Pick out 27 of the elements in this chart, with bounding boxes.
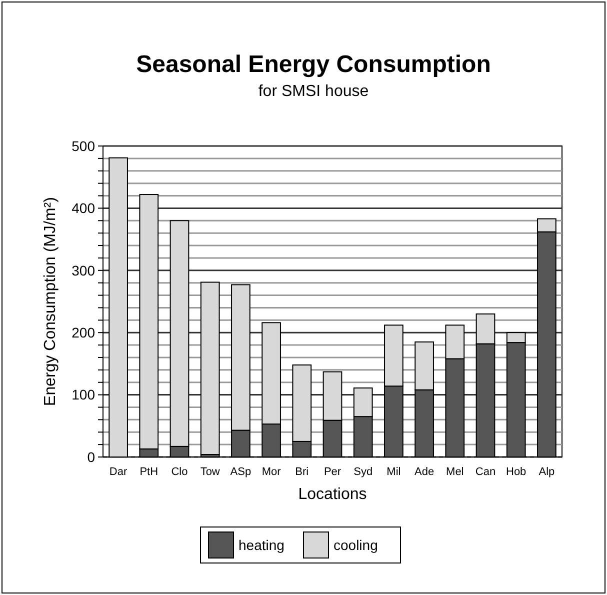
y-tick-label: 500 <box>72 138 96 154</box>
x-tick-label: Ade <box>414 466 434 478</box>
x-tick-label: Alp <box>538 466 555 478</box>
x-tick-label: Syd <box>354 466 373 478</box>
x-tick-label: Mor <box>262 466 282 478</box>
x-tick-label: PtH <box>140 466 158 478</box>
x-tick-label: Hob <box>506 466 526 478</box>
legend-label: heating <box>238 536 284 553</box>
x-tick-label: Tow <box>200 466 220 478</box>
y-tick-label: 300 <box>72 262 96 278</box>
chart-subtitle: for SMSI house <box>258 83 369 100</box>
y-axis-title: Energy Consumption (MJ/m²) <box>42 197 59 406</box>
x-tick-label: Clo <box>171 466 188 478</box>
x-tick-label: Can <box>475 466 496 478</box>
x-tick-label: Dar <box>109 466 128 478</box>
y-tick-label: 100 <box>72 386 96 403</box>
x-tick-label: ASp <box>230 466 252 478</box>
x-tick-label: Per <box>324 466 342 478</box>
legend-label: cooling <box>334 536 378 553</box>
x-axis-title: Locations <box>298 486 367 503</box>
x-tick-label: Mil <box>386 466 401 478</box>
y-tick-label: 0 <box>87 448 96 465</box>
chart-title: Seasonal Energy Consumption <box>136 51 491 78</box>
x-tick-label: Mel <box>446 466 464 478</box>
y-tick-label: 200 <box>72 324 96 340</box>
x-tick-label: Bri <box>295 466 309 478</box>
y-tick-label: 400 <box>72 200 96 216</box>
